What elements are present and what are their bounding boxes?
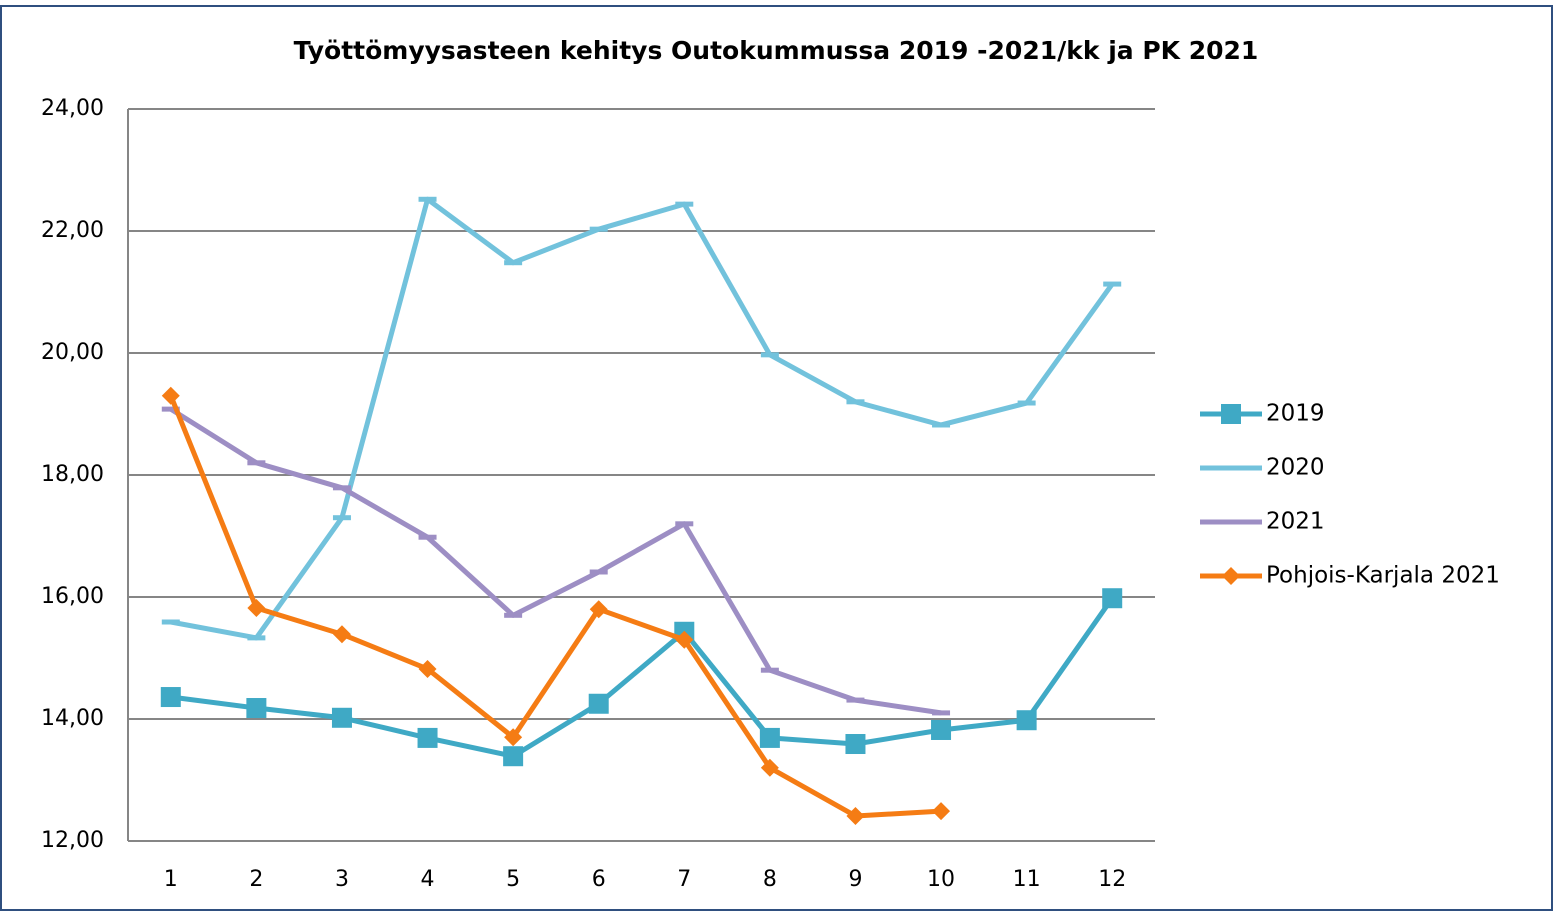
series-line xyxy=(168,394,942,819)
marker xyxy=(332,485,351,491)
marker xyxy=(931,719,952,740)
legend-label: 2020 xyxy=(1266,455,1325,481)
x-tick-label: 4 xyxy=(421,867,435,892)
marker xyxy=(846,806,865,825)
marker xyxy=(1102,588,1123,609)
legend-marker xyxy=(1222,519,1240,525)
marker xyxy=(845,734,866,755)
marker xyxy=(417,727,438,748)
marker xyxy=(760,352,779,358)
x-tick-label: 3 xyxy=(335,867,349,892)
marker xyxy=(1017,400,1036,406)
marker xyxy=(932,710,951,716)
legend-label: 2021 xyxy=(1266,509,1325,535)
marker xyxy=(247,460,266,466)
marker xyxy=(332,625,351,644)
marker xyxy=(161,619,180,625)
legend-label: Pohjois-Karjala 2021 xyxy=(1266,563,1500,589)
marker xyxy=(589,569,608,575)
marker xyxy=(932,422,951,428)
x-tick-label: 5 xyxy=(506,867,520,892)
marker xyxy=(675,521,694,527)
marker xyxy=(504,728,523,747)
marker xyxy=(331,707,352,728)
marker xyxy=(588,693,609,714)
marker xyxy=(760,758,779,777)
legend-label: 2019 xyxy=(1266,401,1325,427)
marker xyxy=(504,612,523,618)
x-tick-label: 11 xyxy=(1013,867,1041,892)
marker xyxy=(332,515,351,521)
marker xyxy=(247,598,266,617)
chart-frame xyxy=(0,5,1553,911)
x-tick-label: 1 xyxy=(164,867,178,892)
marker xyxy=(589,226,608,232)
chart-title: Työttömyysasteen kehitys Outokummussa 20… xyxy=(294,36,1259,65)
y-tick-label: 18,00 xyxy=(41,462,104,487)
y-tick-label: 12,00 xyxy=(41,828,104,853)
series-line xyxy=(170,596,1115,759)
marker xyxy=(161,386,180,405)
legend-marker xyxy=(1222,465,1240,471)
marker xyxy=(1016,710,1037,731)
x-tick-label: 8 xyxy=(763,867,777,892)
marker xyxy=(760,667,779,673)
marker xyxy=(504,260,523,266)
marker xyxy=(589,600,608,619)
marker xyxy=(418,534,437,540)
legend-marker xyxy=(1221,404,1241,424)
marker xyxy=(1103,281,1122,287)
y-tick-label: 22,00 xyxy=(41,218,104,243)
marker xyxy=(675,630,694,649)
marker xyxy=(759,727,780,748)
marker xyxy=(503,746,524,767)
marker xyxy=(675,201,694,207)
legend-marker xyxy=(1222,567,1240,585)
y-tick-label: 24,00 xyxy=(41,96,104,121)
marker xyxy=(932,802,951,821)
x-tick-label: 10 xyxy=(927,867,955,892)
marker xyxy=(846,399,865,405)
marker xyxy=(846,697,865,703)
marker xyxy=(247,635,266,641)
marker xyxy=(161,406,180,412)
series-line xyxy=(169,407,942,716)
marker xyxy=(246,698,267,719)
x-tick-label: 7 xyxy=(677,867,691,892)
x-tick-label: 9 xyxy=(848,867,862,892)
marker xyxy=(418,196,437,202)
series-line xyxy=(170,196,1115,641)
y-tick-label: 20,00 xyxy=(41,340,104,365)
y-tick-label: 16,00 xyxy=(41,584,104,609)
x-tick-label: 12 xyxy=(1098,867,1126,892)
x-tick-label: 6 xyxy=(592,867,606,892)
y-tick-label: 14,00 xyxy=(41,706,104,731)
x-tick-label: 2 xyxy=(249,867,263,892)
marker xyxy=(160,687,181,708)
marker xyxy=(418,659,437,678)
